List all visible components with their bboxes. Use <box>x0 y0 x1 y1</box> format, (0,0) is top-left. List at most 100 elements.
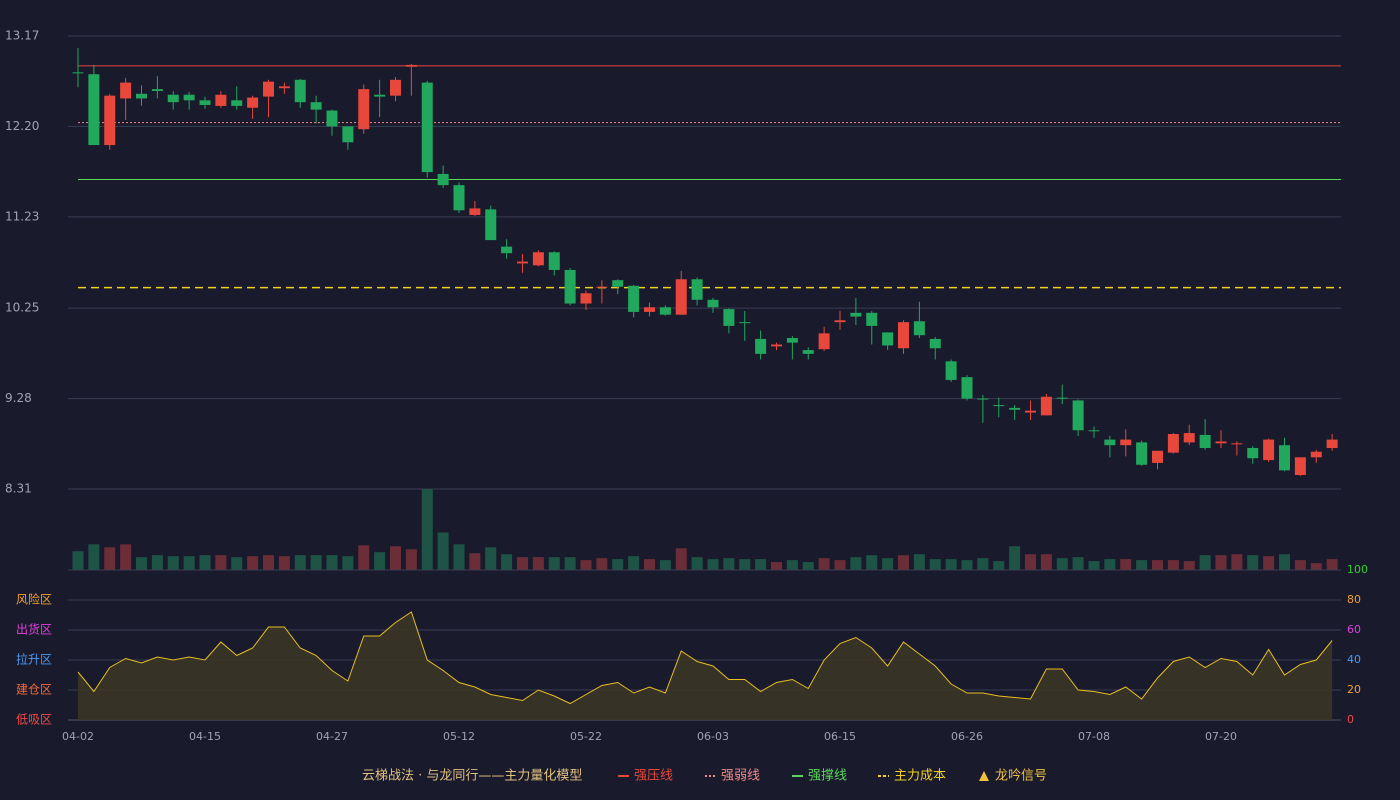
candle-body <box>1294 457 1306 476</box>
candle-body <box>612 280 624 287</box>
candle-body <box>1183 433 1195 443</box>
volume-bar <box>945 559 957 570</box>
x-tick-label: 06-26 <box>951 730 983 743</box>
volume-bar <box>739 559 751 570</box>
x-tick-label: 07-08 <box>1078 730 1110 743</box>
candle-body <box>1120 439 1132 446</box>
volume-bar <box>231 557 243 570</box>
volume-bar <box>1152 560 1163 570</box>
candle-body <box>1263 439 1275 461</box>
candle-body <box>644 307 655 312</box>
volume-bar <box>358 545 370 570</box>
candle-body <box>1310 451 1322 458</box>
candle-body <box>818 333 830 350</box>
volume-bar <box>596 558 608 570</box>
volume-bar <box>405 549 417 570</box>
candle-body <box>1231 443 1243 445</box>
volume-bar <box>437 532 449 570</box>
volume-bar <box>342 556 354 570</box>
y-tick-label: 10.25 <box>5 301 39 315</box>
candle-body <box>1215 441 1227 444</box>
x-tick-label: 04-27 <box>316 730 348 743</box>
legend-label: 主力成本 <box>894 769 946 784</box>
candle-body <box>548 252 560 270</box>
candle-body <box>1247 447 1259 459</box>
volume-bar <box>199 555 211 570</box>
candle-body <box>405 64 417 67</box>
candle-body <box>564 269 576 304</box>
volume-bar <box>1326 559 1338 570</box>
candle-body <box>1167 434 1179 453</box>
candle-body <box>866 312 878 326</box>
candle-body <box>1326 439 1338 448</box>
candle-body <box>659 307 671 315</box>
volume-bar <box>1136 560 1148 570</box>
candle-body <box>707 299 719 308</box>
y-tick-label: 11.23 <box>5 209 39 223</box>
zone-label: 出货区 <box>16 622 52 637</box>
legend-label: 强弱线 <box>721 769 760 784</box>
volume-bar <box>564 557 576 570</box>
candle-body <box>1199 434 1211 448</box>
volume-bar <box>866 555 878 570</box>
candle-body <box>151 89 163 91</box>
candle-body <box>961 377 973 399</box>
candle-body <box>580 293 592 304</box>
volume-bar <box>278 556 290 570</box>
volume-bar <box>659 560 671 570</box>
volume-bar <box>151 555 163 570</box>
candle-body <box>517 261 528 264</box>
volume-bar <box>1104 559 1116 570</box>
candle-body <box>802 350 814 354</box>
candle-body <box>1025 410 1036 413</box>
volume-bar <box>882 558 894 570</box>
candle-body <box>421 82 433 173</box>
volume-bar <box>691 557 703 570</box>
candle-body <box>993 405 1005 407</box>
volume-bar <box>1231 554 1243 570</box>
volume-bar <box>1120 559 1132 570</box>
legend-label: 强压线 <box>634 769 673 784</box>
volume-bar <box>517 557 528 570</box>
indicator-area <box>78 612 1333 720</box>
volume-bar <box>1056 558 1068 570</box>
volume-bar <box>818 558 830 570</box>
volume-bar <box>786 560 798 570</box>
candle-body <box>628 285 640 312</box>
candle-body <box>390 79 401 96</box>
volume-bar <box>1088 561 1100 570</box>
volume-bar <box>1294 560 1306 570</box>
legend-swatch <box>979 771 989 781</box>
candle-body <box>199 100 211 105</box>
legend-title: 云梯战法 · 与龙同行——主力量化模型 <box>362 769 582 784</box>
candle-body <box>88 74 100 146</box>
candle-body <box>675 279 687 315</box>
y-tick-label: 12.20 <box>5 119 39 133</box>
x-tick-label: 05-12 <box>443 730 475 743</box>
volume-bar <box>961 560 973 570</box>
candle-body <box>977 398 989 400</box>
y-tick-label: 100 <box>1347 563 1368 576</box>
volume-bar <box>1167 560 1179 570</box>
candle-body <box>167 94 179 103</box>
volume-bar <box>390 546 401 570</box>
volume-bar <box>771 562 782 570</box>
volume-bar <box>1310 563 1322 570</box>
volume-bar <box>485 547 497 570</box>
y-tick-label: 13.17 <box>5 29 39 43</box>
candle-body <box>120 82 132 99</box>
x-tick-label: 05-22 <box>570 730 602 743</box>
volume-bar <box>120 544 132 570</box>
zone-label: 风险区 <box>16 592 52 607</box>
volume-bar <box>310 555 322 570</box>
candle-body <box>882 332 894 346</box>
volume-bar <box>104 547 116 570</box>
volume-bar <box>723 558 735 570</box>
candle-body <box>1040 396 1052 416</box>
candle-body <box>278 86 290 89</box>
legend-label: 龙吟信号 <box>995 768 1047 784</box>
volume-bar <box>247 556 259 570</box>
volume-bar <box>469 553 481 570</box>
y-tick-label: 80 <box>1347 593 1361 606</box>
